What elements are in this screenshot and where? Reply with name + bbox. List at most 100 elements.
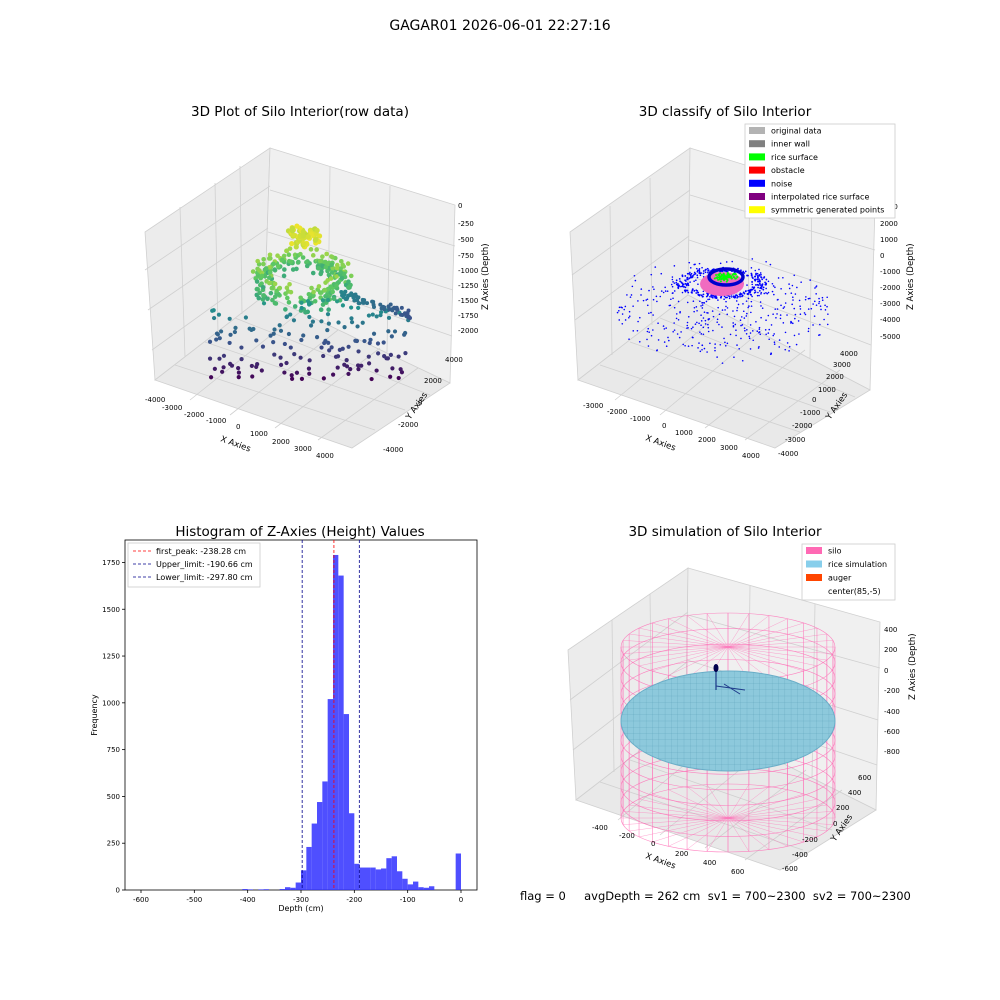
raw-xlabel: X Axies (219, 434, 252, 454)
legend-swatch (749, 206, 765, 214)
histogram-bar (349, 813, 355, 890)
svg-text:3000: 3000 (720, 444, 738, 452)
histogram-y-tick-label: 1000 (102, 699, 120, 707)
legend-swatch (749, 140, 765, 148)
histogram-reference-lines (301, 540, 360, 890)
simulation-zlabel: Z Axies (Depth) (908, 633, 918, 700)
svg-text:2000: 2000 (272, 438, 290, 446)
classify-point-cloud (616, 258, 829, 364)
histogram-bar (338, 575, 344, 890)
histogram-bar (359, 867, 365, 890)
legend-swatch (749, 193, 765, 200)
svg-text:200: 200 (836, 804, 849, 812)
svg-text:-1000: -1000 (458, 267, 478, 275)
svg-text:-5000: -5000 (880, 333, 900, 341)
svg-text:-200: -200 (884, 687, 900, 695)
panel-title-simulation: 3D simulation of Silo Interior (628, 524, 822, 540)
svg-text:-600: -600 (782, 865, 798, 873)
histogram-y-ticks: 0 250 500 750 1000 1250 1500 1750 (102, 559, 125, 895)
histogram-bar (301, 870, 307, 890)
svg-text:-2000: -2000 (398, 421, 418, 429)
histogram-bar (391, 856, 397, 890)
histogram-y-tick-label: 1500 (102, 606, 120, 614)
histogram-x-tick-label: -600 (133, 896, 149, 904)
legend-label: symmetric generated points (771, 206, 884, 215)
svg-text:-4000: -4000 (383, 446, 403, 454)
svg-text:-750: -750 (458, 252, 474, 260)
panel-title-raw: 3D Plot of Silo Interior(row data) (191, 104, 409, 120)
svg-text:-400: -400 (792, 851, 808, 859)
histogram-bar (311, 823, 317, 890)
histogram-axes: -600 -500 -400 -300 -200 -100 0 0 250 500 750 1000… (90, 539, 478, 913)
histogram-bars (242, 554, 461, 890)
svg-text:3000: 3000 (294, 445, 312, 453)
histogram-bar (375, 869, 381, 890)
histogram-x-tick-label: -300 (293, 896, 309, 904)
svg-text:2000: 2000 (826, 373, 844, 381)
simulation-xlabel: X Axies (644, 851, 677, 871)
legend-label: interpolated rice surface (771, 193, 869, 202)
svg-text:1000: 1000 (675, 429, 693, 437)
svg-text:0: 0 (833, 820, 837, 828)
svg-text:400: 400 (703, 859, 716, 867)
histogram-bar (247, 889, 253, 890)
histogram-legend-label: Upper_limit: -190.66 cm (156, 560, 253, 569)
histogram-bar (295, 882, 301, 890)
svg-text:200: 200 (884, 646, 897, 654)
svg-text:-3000: -3000 (880, 300, 900, 308)
histogram-y-tick-label: 750 (107, 746, 120, 754)
histogram-bar (327, 699, 333, 890)
histogram-bar (285, 887, 291, 890)
histogram-bar (423, 887, 429, 890)
svg-text:1000: 1000 (818, 386, 836, 394)
legend-swatch (806, 560, 822, 568)
histogram-bar (407, 884, 413, 890)
svg-text:-400: -400 (592, 824, 608, 832)
svg-text:4000: 4000 (316, 452, 334, 460)
histogram-bar (322, 781, 328, 890)
classify-zlabel: Z Axies (Depth) (906, 243, 916, 310)
svg-text:200: 200 (675, 850, 688, 858)
svg-text:-200: -200 (802, 836, 818, 844)
svg-text:-2000: -2000 (184, 411, 204, 419)
simulation-auger (713, 664, 746, 695)
svg-text:2000: 2000 (698, 436, 716, 444)
histogram-y-tick-label: 0 (116, 887, 120, 895)
legend-label: silo (828, 547, 842, 556)
raw-point-cloud (207, 223, 412, 382)
svg-text:-1500: -1500 (458, 297, 478, 305)
histogram-bar (290, 887, 296, 890)
histogram-bar (263, 889, 269, 890)
svg-text:-250: -250 (458, 220, 474, 228)
histogram-legend-label: Lower_limit: -297.80 cm (156, 573, 253, 582)
legend-label: rice surface (771, 153, 818, 162)
histogram-y-tick-label: 500 (107, 793, 120, 801)
histogram-bar (413, 881, 419, 890)
histogram-x-tick-label: -400 (240, 896, 256, 904)
svg-text:-2000: -2000 (792, 422, 812, 430)
legend-swatch (749, 127, 765, 134)
histogram-bar (343, 714, 349, 890)
histogram-x-tick-label: -500 (186, 896, 202, 904)
svg-text:0: 0 (880, 252, 884, 260)
svg-text:-4000: -4000 (880, 316, 900, 324)
svg-text:-1000: -1000 (206, 417, 226, 425)
svg-text:-400: -400 (884, 708, 900, 716)
histogram-x-ticks: -600 -500 -400 -300 -200 -100 0 (133, 890, 463, 904)
panel-title-classify: 3D classify of Silo Interior (638, 104, 812, 120)
svg-text:-200: -200 (619, 832, 635, 840)
legend-label: obstacle (771, 166, 805, 175)
legend-label: rice simulation (828, 560, 887, 569)
raw-zlabel: Z Axies (Depth) (481, 243, 491, 310)
histogram-bar (365, 867, 371, 890)
svg-text:400: 400 (884, 626, 897, 634)
histogram-bar (418, 887, 424, 890)
svg-text:-600: -600 (884, 728, 900, 736)
legend-swatch (749, 153, 765, 161)
svg-text:-1250: -1250 (458, 282, 478, 290)
svg-text:-1000: -1000 (800, 409, 820, 417)
svg-text:2000: 2000 (424, 377, 442, 385)
histogram-bar (279, 889, 285, 890)
svg-text:-2000: -2000 (880, 284, 900, 292)
histogram-x-tick-label: -200 (346, 896, 362, 904)
